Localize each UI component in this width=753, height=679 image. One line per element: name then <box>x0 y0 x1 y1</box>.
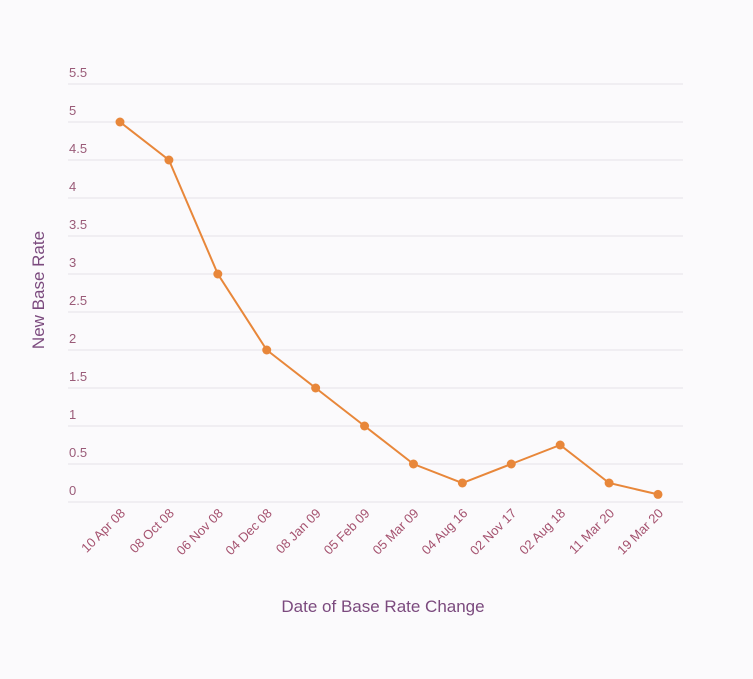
x-tick-label: 04 Aug 16 <box>418 506 470 558</box>
x-tick-label: 11 Mar 20 <box>566 506 617 557</box>
y-tick-label: 3.5 <box>69 217 87 232</box>
y-tick-label: 2 <box>69 331 76 346</box>
data-point <box>457 478 467 488</box>
x-axis-title: Date of Base Rate Change <box>281 597 484 616</box>
data-point <box>164 155 174 165</box>
y-tick-label: 4 <box>69 179 76 194</box>
data-point <box>213 269 223 279</box>
data-point <box>360 421 370 431</box>
x-tick-label: 04 Dec 08 <box>222 506 275 559</box>
data-point <box>506 459 516 469</box>
y-tick-label: 0.5 <box>69 445 87 460</box>
y-tick-label: 2.5 <box>69 293 87 308</box>
y-tick-label: 1.5 <box>69 369 87 384</box>
x-tick-label: 08 Oct 08 <box>127 506 177 556</box>
x-tick-label: 02 Nov 17 <box>467 506 520 559</box>
y-tick-label: 0 <box>69 483 76 498</box>
y-tick-label: 4.5 <box>69 141 87 156</box>
x-tick-label: 10 Apr 08 <box>78 506 128 556</box>
x-tick-label: 19 Mar 20 <box>614 506 666 558</box>
x-tick-label: 05 Feb 09 <box>321 506 373 558</box>
data-point <box>262 345 272 355</box>
data-point <box>408 459 418 469</box>
x-tick-label: 02 Aug 18 <box>516 506 568 558</box>
data-point <box>311 383 321 393</box>
y-tick-label: 5 <box>69 103 76 118</box>
y-axis-title: New Base Rate <box>29 231 48 349</box>
series-line <box>119 121 659 496</box>
y-tick-label: 1 <box>69 407 76 422</box>
data-point <box>653 489 663 499</box>
x-tick-label: 08 Jan 09 <box>273 506 324 557</box>
data-point <box>555 440 565 450</box>
x-tick-label: 05 Mar 09 <box>370 506 422 558</box>
data-point <box>604 478 614 488</box>
y-tick-label: 3 <box>69 255 76 270</box>
x-tick-label: 06 Nov 08 <box>173 506 226 559</box>
data-point <box>115 117 125 127</box>
y-tick-label: 5.5 <box>69 65 87 80</box>
